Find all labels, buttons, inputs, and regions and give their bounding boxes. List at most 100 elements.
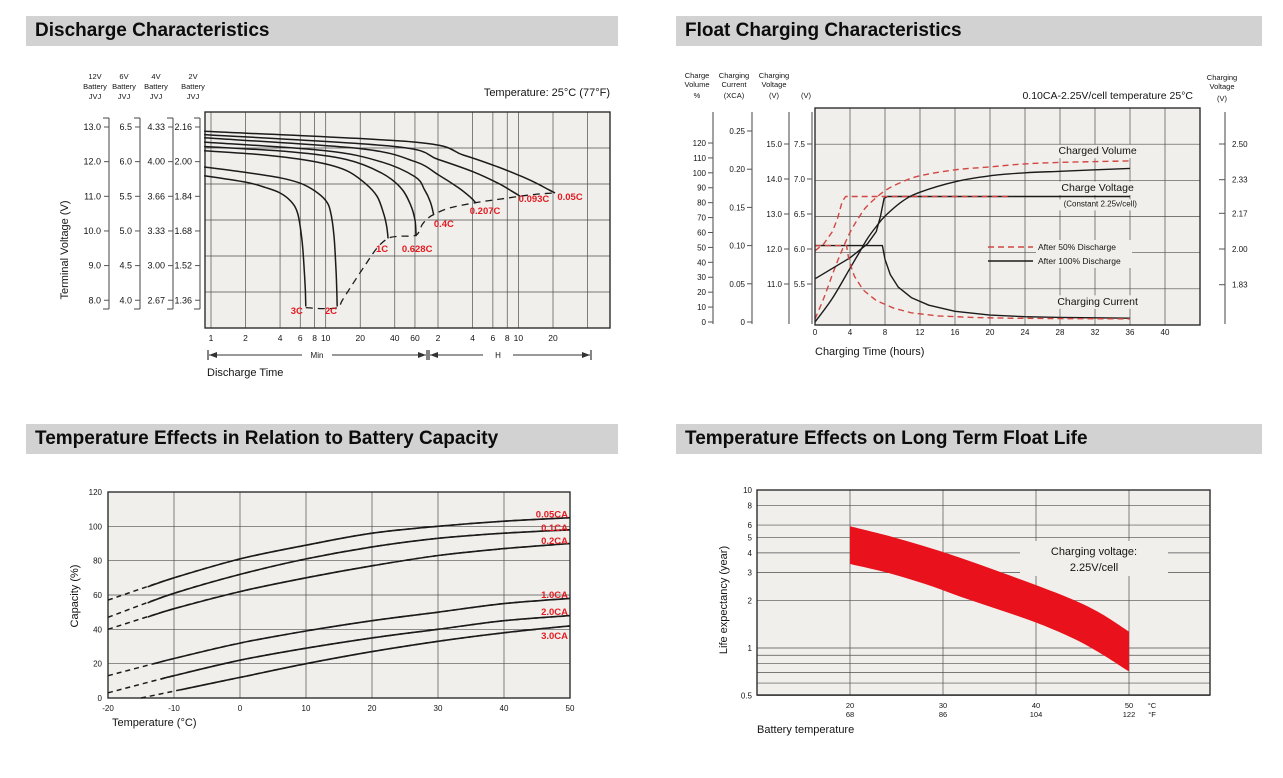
- voltage-tick-label: 6.0: [119, 157, 132, 167]
- y-axis-title: Life expectancy (year): [718, 546, 730, 654]
- x-tick-label: 16: [951, 328, 960, 337]
- curve-annotation: Charged Volume: [1059, 145, 1137, 157]
- x-unit-celsius: °C: [1148, 701, 1157, 710]
- section-title-discharge: Discharge Characteristics: [35, 20, 270, 41]
- voltage-tick-label: 1.84: [174, 191, 192, 201]
- scale-header: 4V: [151, 72, 160, 81]
- x-tick-label: 40: [390, 333, 400, 343]
- plot-border: [107, 491, 571, 699]
- x-tick-label: 28: [1056, 328, 1065, 337]
- y-axis-title: Terminal Voltage (V): [59, 200, 71, 299]
- axis-tick-label: 5.5: [794, 280, 806, 289]
- c-rate-label: 0.628C: [402, 244, 433, 255]
- annotation-line-1: Charging voltage:: [1051, 546, 1137, 558]
- curve-charged-volume-after-100-discharge-: [814, 167, 1131, 323]
- annotation-line-2: 2.25V/cell: [1070, 562, 1118, 574]
- section-header-discharge: Discharge Characteristics: [26, 16, 618, 46]
- x-tick-label: 10: [321, 333, 331, 343]
- scale-header: JVJ: [187, 92, 200, 101]
- x-tick-label-fahrenheit: 104: [1030, 710, 1043, 719]
- axis-tick-label: 14.0: [766, 175, 782, 184]
- scale-header: JVJ: [118, 92, 131, 101]
- temperature-capacity-chart: 0.05CA 0.1CA 0.2CA 1.0CA 2.0CA 3.0CA 0 20 40 60 80…: [69, 488, 575, 729]
- x-tick-label: 2: [436, 333, 441, 343]
- curve-0.05CA: [147, 516, 571, 588]
- voltage-tick-label: 3.33: [147, 226, 165, 236]
- axis-tick-label: 20: [697, 288, 706, 297]
- voltage-tick-label: 2.00: [174, 157, 192, 167]
- axis-tick-label: 2.33: [1232, 176, 1248, 185]
- y-tick-label: 3: [748, 569, 753, 578]
- axis-tick-label: 30: [697, 273, 706, 282]
- y-tick-label: 0: [98, 694, 103, 703]
- y-tick-label: 2: [748, 596, 753, 605]
- voltage-tick-label: 8.0: [88, 295, 101, 305]
- y-tick-label: 20: [93, 660, 102, 669]
- x-tick-label: 6: [491, 333, 496, 343]
- curve-2C: [204, 166, 338, 307]
- axis-tick-label: 60: [697, 228, 706, 237]
- y-tick-label: 4: [748, 549, 753, 558]
- scale-header: Battery: [181, 82, 205, 91]
- x-tick-label: 20: [355, 333, 365, 343]
- scale-unit: (V): [1217, 94, 1228, 103]
- curve-0.093C: [204, 133, 521, 197]
- voltage-tick-label: 10.0: [83, 226, 101, 236]
- axis-tick-label: 80: [697, 199, 706, 208]
- x-tick-label-fahrenheit: 86: [939, 710, 947, 719]
- float-life-chart: Charging voltage:2.25V/cell1086543210.52…: [718, 486, 1211, 736]
- voltage-tick-label: 4.0: [119, 295, 132, 305]
- axis-tick-label: 2.50: [1232, 140, 1248, 149]
- curve-1.0CA: [153, 597, 571, 665]
- scale-header: Voltage: [1209, 82, 1234, 91]
- annotation-bg: [1020, 541, 1168, 576]
- curve-annotation: Charge Voltage: [1061, 182, 1134, 194]
- voltage-tick-label: 13.0: [83, 122, 101, 132]
- curve-annotation: Charging Current: [1057, 296, 1138, 308]
- c-rate-label: 0.05C: [557, 192, 582, 203]
- range-label: Min: [311, 351, 324, 360]
- scale-header: JVJ: [150, 92, 163, 101]
- legend-label: After 50% Discharge: [1038, 242, 1116, 252]
- c-rate-label: 0.05CA: [536, 509, 568, 520]
- x-tick-label: 10: [302, 704, 311, 713]
- x-tick-label-celsius: 30: [939, 701, 947, 710]
- curve-2.0CA: [160, 614, 571, 680]
- y-tick-label: 60: [93, 591, 102, 600]
- curve-0.4C: [204, 141, 435, 215]
- curve-0.2CA: [147, 542, 571, 618]
- curve-charge-voltage-after-100-discharge-: [814, 195, 1130, 280]
- arrowhead-right-icon: [418, 352, 426, 358]
- section-header-float-charging: Float Charging Characteristics: [676, 16, 1262, 46]
- life-expectancy-band: [850, 526, 1129, 672]
- x-axis-title: Discharge Time: [207, 367, 283, 379]
- arrowhead-left-icon: [209, 352, 217, 358]
- x-tick-label: 6: [298, 333, 303, 343]
- voltage-tick-label: 1.36: [174, 295, 192, 305]
- x-axis-title: Charging Time (hours): [815, 346, 924, 358]
- plot-border: [204, 111, 611, 329]
- axis-tick-label: 7.0: [794, 175, 806, 184]
- annotation-bg: [1051, 144, 1144, 159]
- y-tick-label: 100: [89, 522, 103, 531]
- axis-tick-label: 12.0: [766, 245, 782, 254]
- x-tick-label: 8: [505, 333, 510, 343]
- scale-header: Current: [721, 80, 747, 89]
- x-tick-label: 60: [410, 333, 420, 343]
- voltage-tick-label: 9.0: [88, 261, 101, 271]
- x-tick-label: 20: [548, 333, 558, 343]
- axis-tick-label: 0.10: [729, 242, 745, 251]
- annotation-bg: [1051, 295, 1144, 309]
- scale-header: Battery: [83, 82, 107, 91]
- x-tick-label: 2: [243, 333, 248, 343]
- scale-header: Battery: [112, 82, 136, 91]
- scale-unit: (V): [769, 91, 780, 100]
- axis-tick-label: 0: [741, 318, 746, 327]
- x-tick-label: -10: [168, 704, 180, 713]
- axis-tick-label: 0.25: [729, 127, 745, 136]
- scale-header: Battery: [144, 82, 168, 91]
- plot-border: [814, 107, 1201, 326]
- chart-note: 0.10CA-2.25V/cell temperature 25°C: [1022, 90, 1193, 102]
- x-tick-label: 4: [470, 333, 475, 343]
